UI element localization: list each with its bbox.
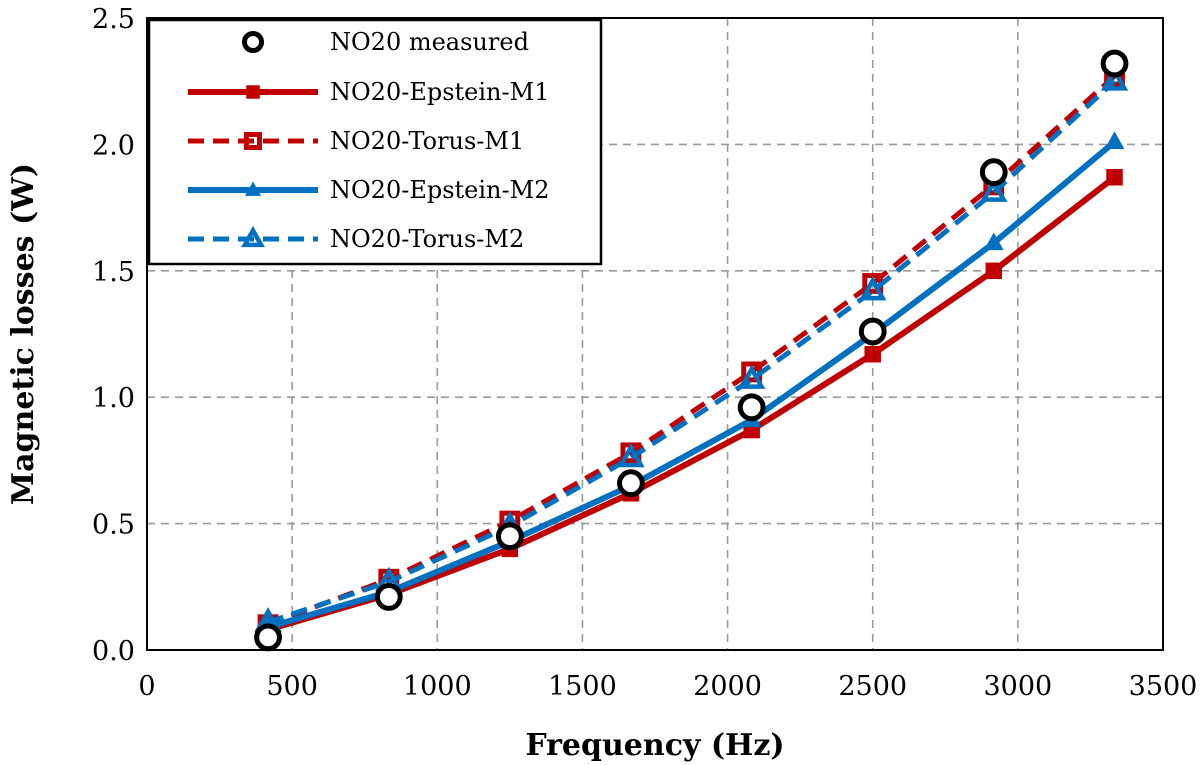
- legend-item: NO20-Torus-M2: [188, 225, 524, 253]
- marker-circle: [254, 623, 282, 652]
- x-tick-label: 0: [138, 671, 155, 702]
- series-line: [267, 74, 1117, 628]
- x-tick-label: 3000: [983, 671, 1052, 702]
- marker-circle: [617, 469, 645, 498]
- x-tick-label: 2000: [693, 671, 762, 702]
- legend-label: NO20-Torus-M2: [330, 225, 524, 253]
- y-axis-title: Magnetic losses (W): [6, 163, 41, 505]
- marker-triangle: [983, 232, 1004, 251]
- legend-label: NO20-Epstein-M1: [330, 78, 549, 106]
- marker-circle: [495, 522, 524, 551]
- marker-square: [985, 262, 1003, 280]
- marker-circle: [374, 583, 403, 611]
- marker-open-triangle: [737, 364, 766, 389]
- marker-open-square: [244, 132, 262, 150]
- marker-triangle: [244, 181, 262, 196]
- series-layer: [254, 49, 1129, 652]
- marker-square: [246, 85, 260, 99]
- legend-label: NO20-Epstein-M2: [330, 176, 549, 204]
- y-tick-label: 2.5: [92, 4, 135, 35]
- legend-item: NO20-Torus-M1: [188, 127, 524, 155]
- tick-labels: 0 500 1000 1500 2000 2500 3000 3500 0.0 0.5 1.0 1.5…: [92, 4, 1197, 702]
- x-axis-title: Frequency (Hz): [525, 728, 784, 763]
- x-tick-label: 1000: [403, 671, 472, 702]
- legend-item: NO20-Epstein-M2: [188, 176, 549, 204]
- series-no20-measured: [254, 49, 1129, 652]
- marker-circle: [979, 158, 1008, 187]
- y-tick-label: 1.0: [92, 383, 135, 414]
- y-tick-label: 0.5: [92, 510, 135, 541]
- y-tick-label: 1.5: [92, 257, 135, 288]
- marker-open-triangle: [858, 275, 887, 301]
- legend: NO20 measured NO20-Epstein-M1 NO20-Torus-M…: [147, 18, 603, 266]
- series-line: [267, 139, 1117, 631]
- marker-triangle: [1104, 131, 1125, 150]
- legend-item: NO20 measured: [241, 28, 529, 56]
- legend-item: NO20-Epstein-M1: [188, 78, 549, 106]
- marker-circle: [737, 393, 766, 422]
- legend-label: NO20-Torus-M1: [330, 127, 524, 155]
- marker-circle: [1100, 49, 1129, 78]
- marker-open-triangle: [241, 225, 265, 248]
- marker-open-triangle: [1100, 66, 1129, 91]
- marker-circle: [241, 30, 265, 54]
- x-tick-label: 500: [266, 671, 318, 702]
- y-tick-label: 2.0: [92, 130, 135, 161]
- marker-open-triangle: [617, 442, 645, 468]
- marker-square: [1106, 169, 1123, 186]
- legend-label: NO20 measured: [330, 28, 529, 56]
- plot-frame: [146, 17, 1164, 651]
- marker-open-triangle: [980, 177, 1008, 202]
- x-tick-label: 2500: [838, 671, 907, 702]
- marker-circle: [858, 317, 887, 346]
- y-tick-label: 0.0: [92, 636, 135, 667]
- x-tick-label: 1500: [548, 671, 617, 702]
- x-tick-label: 3500: [1129, 671, 1198, 702]
- marker-square: [864, 345, 881, 363]
- series-line: [267, 174, 1117, 633]
